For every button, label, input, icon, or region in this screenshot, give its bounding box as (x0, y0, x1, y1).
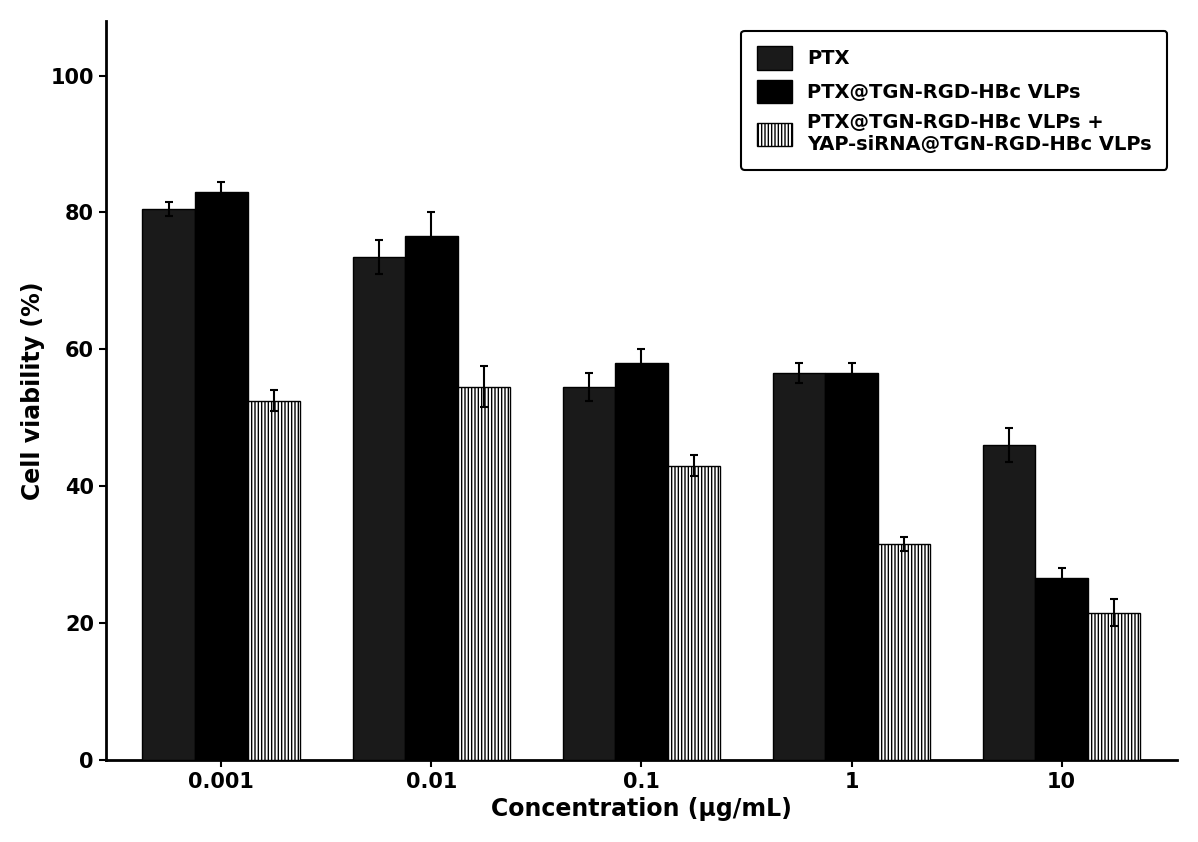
Bar (1035, 578, 1088, 759)
Bar (667, 466, 720, 759)
Bar (1088, 613, 1140, 759)
Bar (563, 386, 615, 759)
Bar (143, 209, 195, 759)
Bar (458, 386, 510, 759)
Bar (615, 363, 667, 759)
Bar (825, 373, 878, 759)
Bar (248, 401, 300, 759)
Bar (773, 373, 825, 759)
Bar (878, 544, 931, 759)
Bar (352, 257, 405, 759)
Bar (195, 192, 248, 759)
Bar (405, 237, 458, 759)
X-axis label: Concentration (μg/mL): Concentration (μg/mL) (491, 797, 792, 821)
Bar (982, 445, 1035, 759)
Y-axis label: Cell viability (%): Cell viability (%) (20, 281, 44, 499)
Legend: PTX, PTX@TGN-RGD-HBc VLPs, PTX@TGN-RGD-HBc VLPs +
YAP-siRNA@TGN-RGD-HBc VLPs: PTX, PTX@TGN-RGD-HBc VLPs, PTX@TGN-RGD-H… (742, 30, 1167, 169)
